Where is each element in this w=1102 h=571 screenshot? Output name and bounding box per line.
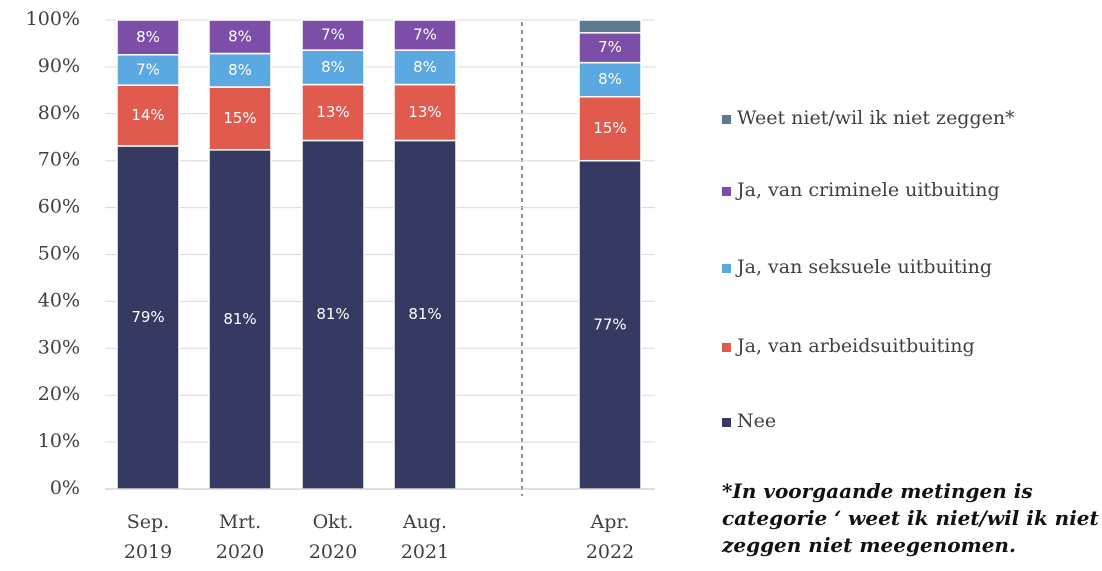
legend-swatch (722, 187, 731, 196)
x-tick-label: Sep. 2019 (123, 511, 173, 563)
y-tick-label: 50% (38, 243, 80, 265)
legend-swatch (722, 115, 731, 124)
legend-label: Ja, van seksuele uitbuiting (737, 256, 992, 278)
y-tick-label: 30% (38, 336, 80, 358)
x-tick-label: Aug. 2021 (400, 511, 450, 563)
bar-segment (208, 149, 272, 490)
y-tick-label: 90% (38, 55, 80, 77)
value-label: 13% (408, 103, 441, 121)
value-label: 77% (593, 315, 626, 333)
bar-segment (578, 159, 642, 490)
y-tick-label: 40% (38, 289, 80, 311)
bar-segment (578, 61, 642, 98)
x-tick-label: Apr. 2022 (585, 511, 635, 563)
y-tick-label: 70% (38, 149, 80, 171)
legend-label: Nee (737, 410, 777, 432)
bar-segment (301, 19, 365, 51)
value-label: 13% (316, 103, 349, 121)
bar-segment (393, 49, 457, 86)
legend-swatch (722, 418, 731, 427)
x-tick-label: Mrt. 2020 (215, 511, 265, 563)
legend-label: Weet niet/wil ik niet zeggen* (737, 107, 1015, 129)
bar-segment (393, 19, 457, 51)
bar-segment (208, 86, 272, 151)
bar-segment (116, 53, 180, 86)
bar-segment (208, 52, 272, 88)
bar-segment (116, 19, 180, 56)
value-label: 8% (136, 28, 160, 46)
value-label: 15% (593, 119, 626, 137)
value-label: 8% (598, 70, 622, 88)
bar-segment (208, 19, 272, 55)
bar-segment (393, 139, 457, 490)
value-label: 8% (228, 61, 252, 79)
y-tick-label: 100% (26, 8, 80, 30)
value-label: 8% (413, 58, 437, 76)
legend-label: Ja, van criminele uitbuiting (737, 179, 1000, 201)
legend-item: Ja, van arbeidsuitbuiting (722, 332, 1022, 360)
y-tick-label: 10% (38, 430, 80, 452)
y-tick-label: 0% (50, 477, 80, 499)
annotation: *In voorgaande metingen is categorie ‘ w… (722, 479, 1099, 557)
bar-segment (301, 139, 365, 490)
legend-item: Nee (722, 407, 1022, 435)
bar-segment (578, 19, 642, 34)
legend-item: Ja, van seksuele uitbuiting (722, 253, 1022, 281)
value-label: 81% (408, 305, 441, 323)
value-label: 7% (413, 26, 437, 44)
value-label: 81% (223, 310, 256, 328)
bar-segment (116, 84, 180, 147)
value-label: 14% (131, 106, 164, 124)
legend-item: Ja, van criminele uitbuiting (722, 176, 1022, 204)
bar-segment (578, 95, 642, 162)
bar-segment (393, 83, 457, 142)
y-tick-label: 20% (38, 383, 80, 405)
legend-item: Weet niet/wil ik niet zeggen* (722, 104, 1022, 132)
value-label: 15% (223, 109, 256, 127)
value-label: 7% (136, 60, 160, 78)
bar-segment (578, 32, 642, 64)
y-tick-label: 80% (38, 102, 80, 124)
value-label: 81% (316, 305, 349, 323)
value-label: 8% (321, 58, 345, 76)
value-label: 79% (131, 308, 164, 326)
value-label: 7% (321, 26, 345, 44)
y-tick-label: 60% (38, 196, 80, 218)
legend-label: Ja, van arbeidsuitbuiting (737, 335, 975, 357)
value-label: 7% (598, 38, 622, 56)
x-tick-label: Okt. 2020 (308, 511, 358, 563)
legend-swatch (722, 264, 731, 273)
value-label: 8% (228, 27, 252, 45)
legend-swatch (722, 343, 731, 352)
